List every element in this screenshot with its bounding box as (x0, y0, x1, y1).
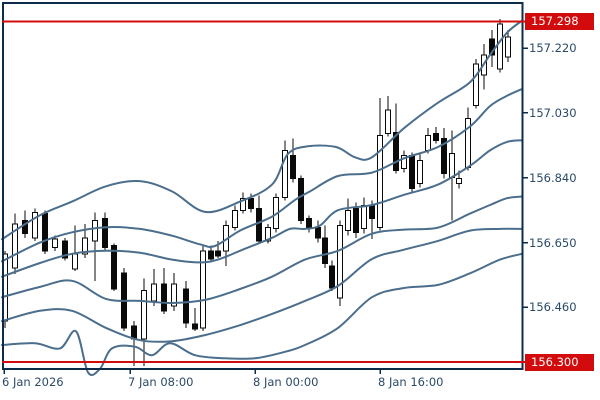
candle-body (141, 290, 147, 340)
candle-body (215, 250, 221, 257)
candle-body (306, 218, 312, 230)
band-line (1, 19, 523, 241)
candle-body (433, 132, 439, 142)
candle-body (52, 238, 58, 249)
candle-body (208, 250, 214, 260)
y-tick-label: 157.030 (529, 105, 577, 120)
x-tick-label: 8 Jan 16:00 (378, 375, 444, 389)
candle-body (282, 149, 288, 198)
candle-body (315, 227, 321, 239)
candle-body (441, 138, 447, 175)
band-line (1, 195, 523, 305)
candle-body (369, 205, 375, 220)
candle-body (232, 210, 238, 229)
candle-body (337, 225, 343, 299)
axis-ticks (3, 47, 528, 374)
band-line (1, 139, 523, 278)
candle-body (497, 23, 503, 70)
candle-body (183, 288, 189, 324)
candle-body (248, 198, 254, 209)
candle-body (456, 177, 462, 184)
candle-body (449, 153, 455, 178)
band-line (1, 252, 523, 376)
y-tick-label: 157.220 (529, 41, 577, 56)
candle-body (505, 36, 511, 58)
candle-body (32, 212, 38, 239)
candle-body (82, 237, 88, 255)
candle-body (200, 250, 206, 329)
candle-body (329, 265, 335, 289)
candle-body (353, 207, 359, 234)
candle-body (265, 227, 271, 242)
x-tick-label: 8 Jan 00:00 (253, 375, 319, 389)
candle-body (409, 155, 415, 190)
candle-body (473, 63, 479, 106)
candle-body (401, 155, 407, 169)
band-line (1, 227, 523, 343)
alert-price-badge-upper: 157.298 (525, 12, 594, 30)
candle-body (192, 323, 198, 330)
candle-body (92, 220, 98, 242)
band-line (1, 88, 523, 263)
candle-body (72, 253, 78, 270)
candle-body (171, 283, 177, 307)
bands-layer (1, 19, 523, 376)
candle-body (22, 220, 28, 235)
candle-body (151, 283, 157, 302)
candle-body (42, 213, 48, 252)
candle-body (161, 283, 167, 312)
candle-body (298, 177, 304, 222)
plot-border (2, 2, 524, 370)
candle-body (361, 205, 367, 230)
candle-body (62, 240, 68, 259)
candle-body (385, 109, 391, 134)
y-tick-label: 156.840 (529, 170, 577, 185)
candle-body (345, 210, 351, 232)
candle-body (417, 159, 423, 185)
candle-body (290, 155, 296, 179)
candle-body (102, 218, 108, 249)
candle-body (322, 237, 328, 265)
alert-price-badge-lower: 156.300 (525, 353, 594, 371)
candle-body (425, 134, 431, 151)
candle-body (12, 223, 18, 269)
candle-body (377, 134, 383, 228)
x-tick-label: 7 Jan 08:00 (128, 375, 194, 389)
candle-body (240, 198, 246, 211)
y-tick-label: 156.460 (529, 300, 577, 315)
candle-body (393, 131, 399, 172)
candle-body (256, 207, 262, 242)
candle-body (111, 245, 117, 290)
y-tick-label: 156.650 (529, 235, 577, 250)
x-tick-label: 6 Jan 2026 (2, 375, 64, 389)
